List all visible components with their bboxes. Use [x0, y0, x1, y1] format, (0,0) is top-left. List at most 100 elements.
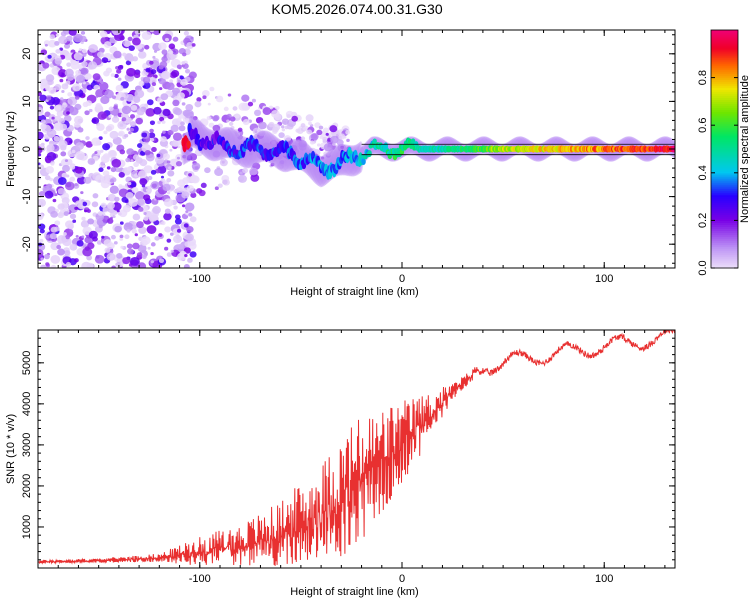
noise-blob	[91, 117, 100, 124]
noise-blob	[141, 236, 151, 245]
noise-blob	[100, 202, 107, 208]
colorbar-swatch	[711, 111, 738, 114]
colorbar-swatch	[711, 99, 738, 102]
noise-blob	[247, 101, 254, 107]
noise-blob	[151, 146, 157, 153]
noise-blob	[54, 84, 62, 91]
noise-blob	[152, 206, 161, 214]
noise-blob	[50, 264, 57, 268]
noise-blob	[134, 89, 145, 99]
noise-blob	[65, 220, 74, 229]
noise-blob	[144, 149, 151, 156]
noise-blob	[38, 146, 43, 154]
noise-blob	[127, 36, 133, 42]
noise-blob	[47, 54, 52, 59]
noise-blob	[126, 67, 136, 77]
noise-blob	[113, 241, 118, 245]
noise-blob	[158, 258, 165, 264]
colorbar-swatch	[711, 131, 738, 134]
noise-blob	[114, 196, 120, 202]
noise-blob	[70, 61, 80, 70]
noise-blob	[188, 71, 197, 79]
spectrogram-x-tick-label: 100	[595, 273, 613, 285]
noise-blob	[72, 219, 77, 223]
noise-blob	[251, 98, 257, 103]
noise-blob	[200, 182, 207, 189]
noise-blob	[274, 105, 280, 110]
noise-blob	[119, 221, 124, 225]
noise-blob	[137, 206, 144, 212]
noise-blob	[74, 115, 84, 125]
colorbar-swatch	[711, 79, 738, 83]
noise-blob	[192, 116, 198, 121]
noise-blob	[319, 135, 324, 139]
colorbar-swatch	[711, 95, 738, 99]
noise-blob	[226, 113, 232, 119]
colorbar-swatch	[711, 256, 738, 259]
colorbar-swatch	[711, 178, 738, 182]
noise-blob	[124, 234, 130, 240]
colorbar-swatch	[711, 174, 738, 178]
noise-blob	[143, 211, 147, 215]
noise-blob	[167, 170, 175, 177]
noise-blob	[146, 225, 157, 234]
noise-blob	[62, 232, 67, 236]
colorbar-swatch	[711, 75, 738, 79]
noise-blob	[186, 226, 194, 233]
noise-blob	[113, 50, 122, 59]
noise-blob	[38, 153, 42, 157]
noise-blob	[40, 257, 44, 261]
colorbar-swatch	[711, 145, 738, 148]
colorbar-swatch	[711, 228, 738, 231]
noise-blob	[86, 209, 91, 213]
colorbar-frame	[710, 29, 739, 269]
noise-blob	[281, 125, 285, 129]
noise-blob	[217, 183, 223, 188]
snr-y-tick-label: 4000	[21, 392, 33, 416]
colorbar-swatch	[711, 125, 738, 128]
colorbar-swatch	[711, 258, 738, 261]
noise-blob	[129, 121, 137, 127]
noise-blob	[134, 233, 138, 237]
colorbar-swatch	[711, 214, 738, 218]
noise-blob	[159, 87, 163, 91]
noise-blob	[176, 156, 180, 160]
noise-blob	[184, 253, 188, 258]
noise-blob	[115, 167, 121, 173]
noise-blob	[50, 226, 58, 233]
noise-blob	[172, 48, 179, 55]
snr-frame	[37, 329, 676, 569]
noise-blob	[170, 249, 174, 253]
colorbar-swatch	[711, 250, 738, 253]
noise-blob	[95, 103, 102, 109]
noise-blob	[185, 117, 194, 125]
noise-blob	[336, 139, 344, 146]
noise-blob	[191, 175, 200, 184]
noise-blob	[298, 139, 307, 148]
noise-blob	[168, 50, 174, 55]
noise-blob	[181, 102, 186, 106]
noise-blob	[98, 81, 109, 91]
colorbar-swatch	[711, 31, 738, 35]
noise-blob	[75, 235, 79, 238]
noise-blob	[184, 109, 194, 119]
signal-core	[372, 138, 377, 144]
noise-blob	[109, 178, 115, 183]
noise-blob	[172, 132, 183, 141]
colorbar-swatch	[711, 141, 738, 144]
colorbar-swatch	[711, 166, 738, 170]
snr-panel: -100 0 100 1000 2000 3000 4000 5000 Height of st…	[5, 329, 676, 598]
noise-blob	[182, 52, 187, 57]
noise-blob	[325, 132, 329, 136]
spectrogram-y-tick-label: 0	[21, 146, 33, 152]
colorbar-swatch	[711, 208, 738, 212]
noise-blob	[40, 119, 46, 124]
noise-blob	[346, 138, 350, 143]
noise-blob	[128, 198, 138, 207]
noise-blob	[189, 251, 197, 258]
noise-blob	[84, 110, 90, 116]
noise-blob	[151, 198, 159, 205]
colorbar-swatch	[711, 137, 738, 140]
noise-blob	[66, 174, 70, 178]
noise-blob	[71, 149, 76, 154]
